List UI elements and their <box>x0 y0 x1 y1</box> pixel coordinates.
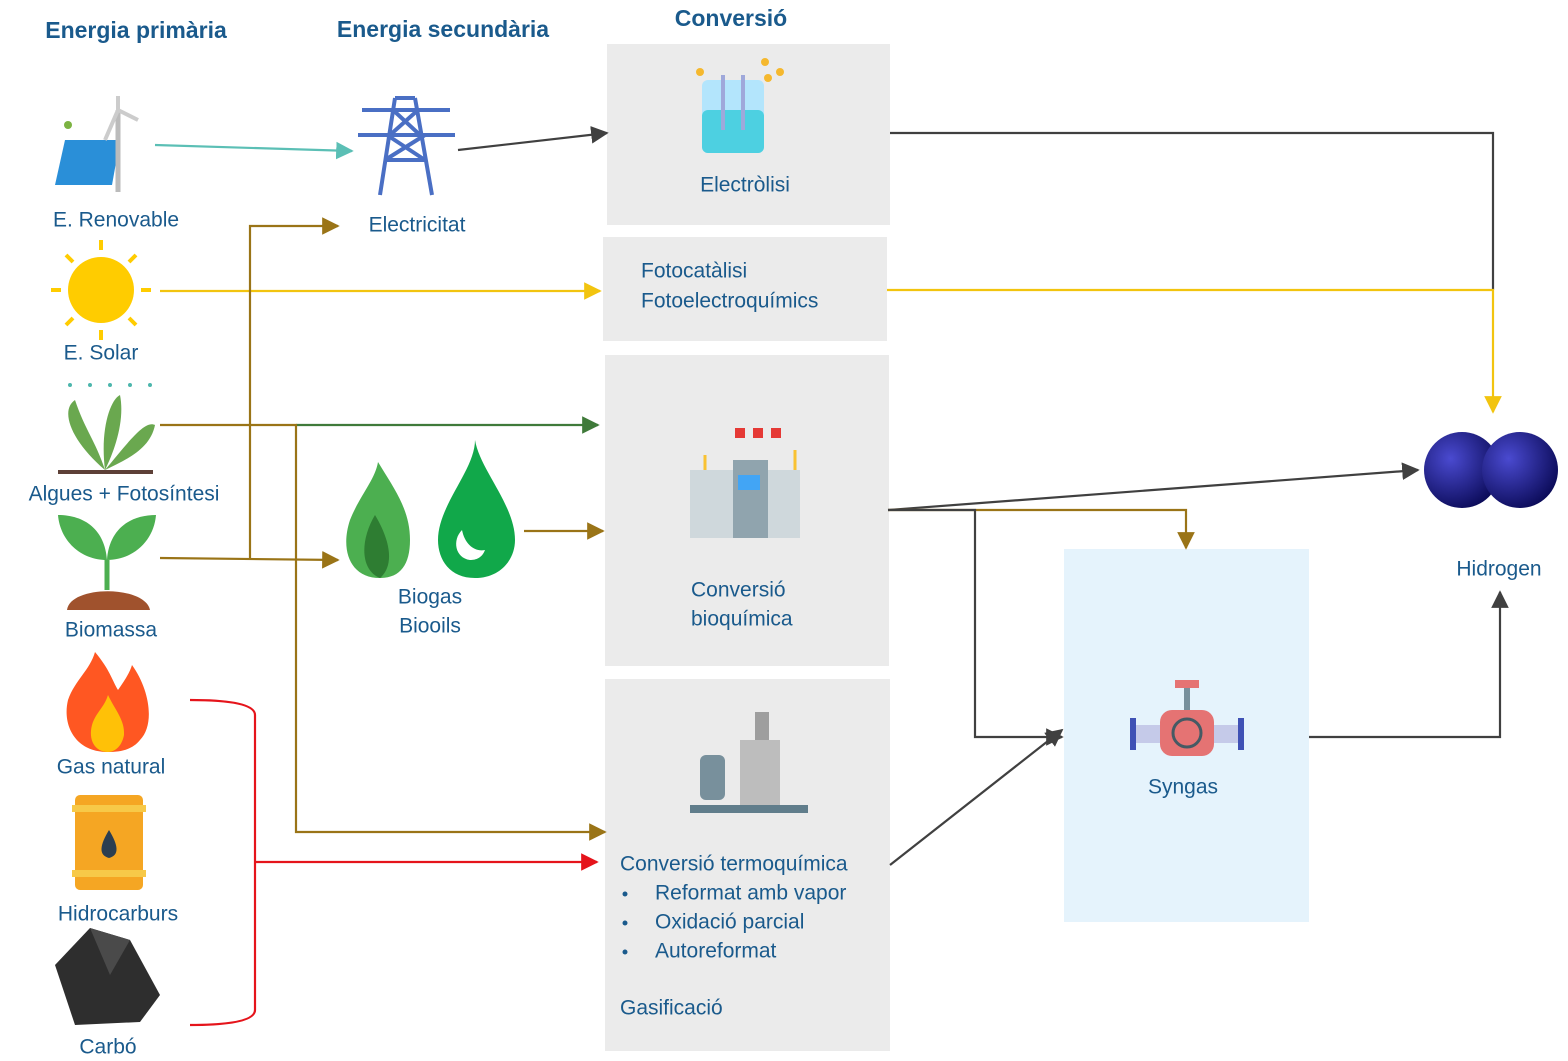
process-label: bioquímica <box>691 608 793 631</box>
process-label: Fotocatàlisi <box>641 260 747 283</box>
source-label: Hidrocarburs <box>58 903 178 926</box>
output-label: Hidrogen <box>1456 558 1541 581</box>
biofuel-icon <box>346 440 515 578</box>
process-item: Oxidació parcial <box>655 911 804 934</box>
header: Conversió <box>675 5 787 31</box>
arrow <box>160 558 338 560</box>
gas-icon <box>67 652 149 752</box>
hydrogen-icon <box>1424 432 1558 508</box>
diagram: Energia primària Energia secundària Conv… <box>0 0 1568 1061</box>
source-label: Carbó <box>79 1036 136 1059</box>
process-label: Conversió termoquímica <box>620 853 848 876</box>
arrow <box>887 290 1493 412</box>
algae-icon <box>58 383 155 474</box>
output-label: Syngas <box>1148 776 1218 799</box>
pylon-icon <box>358 98 455 195</box>
arrow <box>888 470 1418 510</box>
source-label: Algues + Fotosíntesi <box>29 483 220 506</box>
oil-icon <box>72 795 146 890</box>
sun-icon <box>51 240 151 340</box>
arrow <box>1309 592 1500 737</box>
bracket <box>190 700 255 1025</box>
process-item: Autoreformat <box>655 940 777 963</box>
bullet <box>623 892 628 897</box>
process-label: Fotoelectroquímics <box>641 290 818 313</box>
arrow <box>250 226 338 558</box>
source-label: E. Renovable <box>53 209 179 232</box>
source-label: E. Solar <box>64 342 139 365</box>
arrow <box>458 133 607 150</box>
process-label: Gasificació <box>620 997 723 1020</box>
arrow <box>888 510 1186 548</box>
arrow <box>890 133 1493 290</box>
source-label: Biomassa <box>65 619 158 642</box>
biomass-icon <box>58 515 156 610</box>
process-label: Conversió <box>691 579 786 602</box>
source-label: Gas natural <box>57 756 166 779</box>
renewable-icon <box>55 96 138 192</box>
bullet <box>623 921 628 926</box>
header: Energia primària <box>45 17 227 43</box>
process-label: Electròlisi <box>700 174 790 197</box>
coal-icon <box>55 928 160 1025</box>
arrow <box>888 510 1062 737</box>
secondary-label: Electricitat <box>369 214 466 237</box>
bullet <box>623 950 628 955</box>
arrow <box>890 730 1062 865</box>
process-item: Reformat amb vapor <box>655 882 846 905</box>
header: Energia secundària <box>337 16 549 42</box>
secondary-label: Biooils <box>399 615 461 638</box>
secondary-label: Biogas <box>398 586 462 609</box>
arrow <box>155 145 352 151</box>
